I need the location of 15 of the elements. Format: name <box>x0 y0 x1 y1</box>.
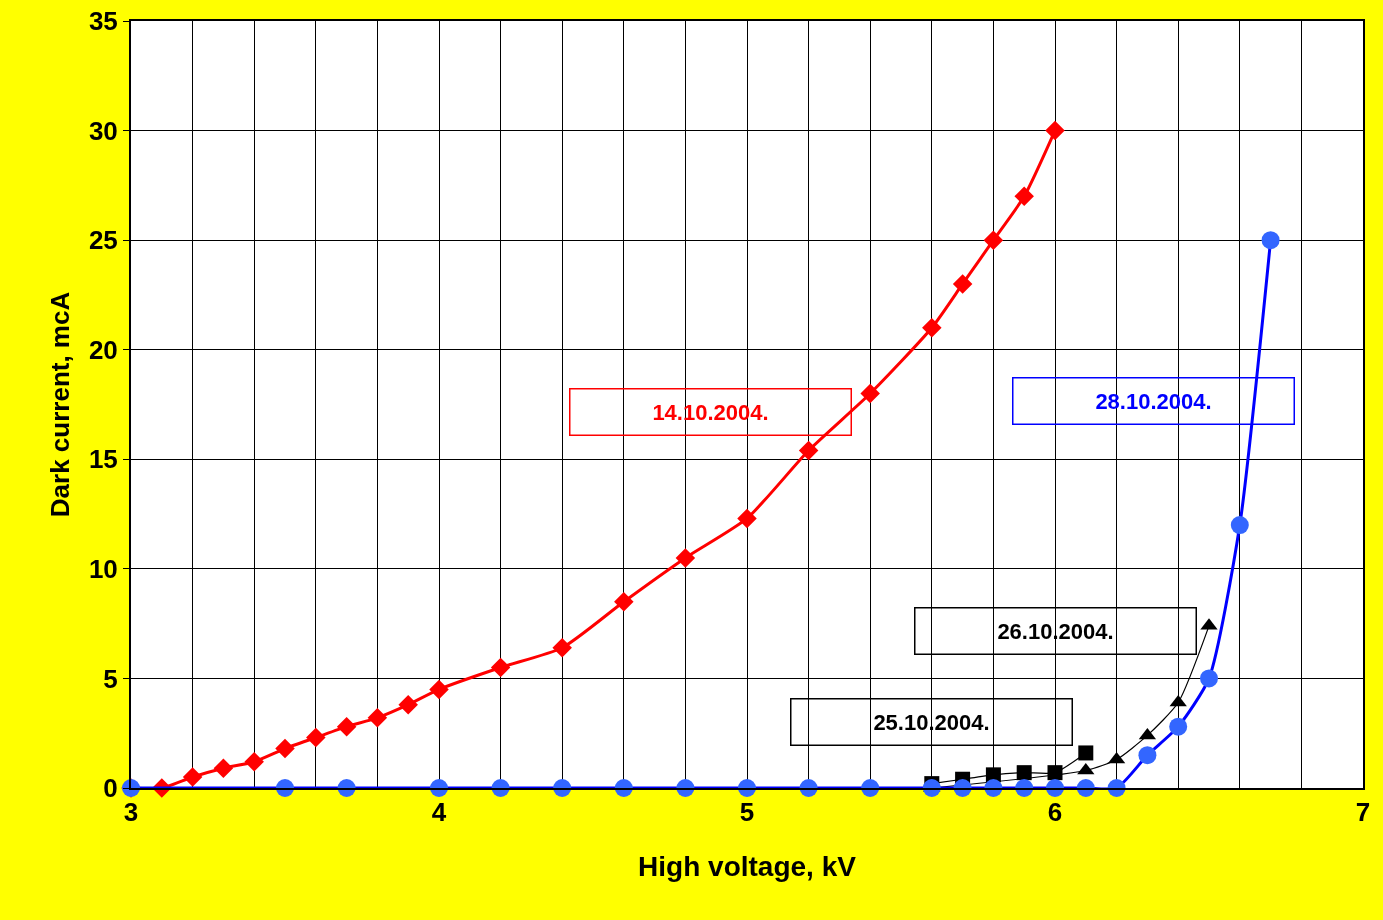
y-tick-label: 5 <box>103 663 118 694</box>
x-tick-label: 3 <box>123 797 139 828</box>
y-tick-label: 15 <box>88 444 118 475</box>
y-tick-label: 20 <box>88 334 118 365</box>
y-axis-title: Dark current, mcA <box>44 291 75 518</box>
y-tick-label: 10 <box>88 553 118 584</box>
x-tick-label: 5 <box>739 797 755 828</box>
x-tick-label: 4 <box>431 797 447 828</box>
x-axis-title: High voltage, kV <box>638 850 857 882</box>
y-tick-label: 30 <box>88 115 118 146</box>
y-tick-label: 35 <box>88 6 118 37</box>
y-tick-label: 25 <box>88 225 118 256</box>
x-tick-label: 6 <box>1047 797 1063 828</box>
x-tick-label: 7 <box>1355 797 1371 828</box>
y-tick-label: 0 <box>103 773 118 804</box>
